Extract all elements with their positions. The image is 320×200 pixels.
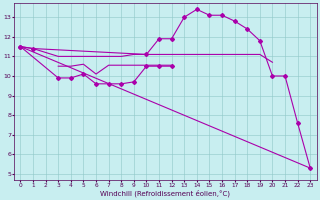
X-axis label: Windchill (Refroidissement éolien,°C): Windchill (Refroidissement éolien,°C) <box>100 189 230 197</box>
